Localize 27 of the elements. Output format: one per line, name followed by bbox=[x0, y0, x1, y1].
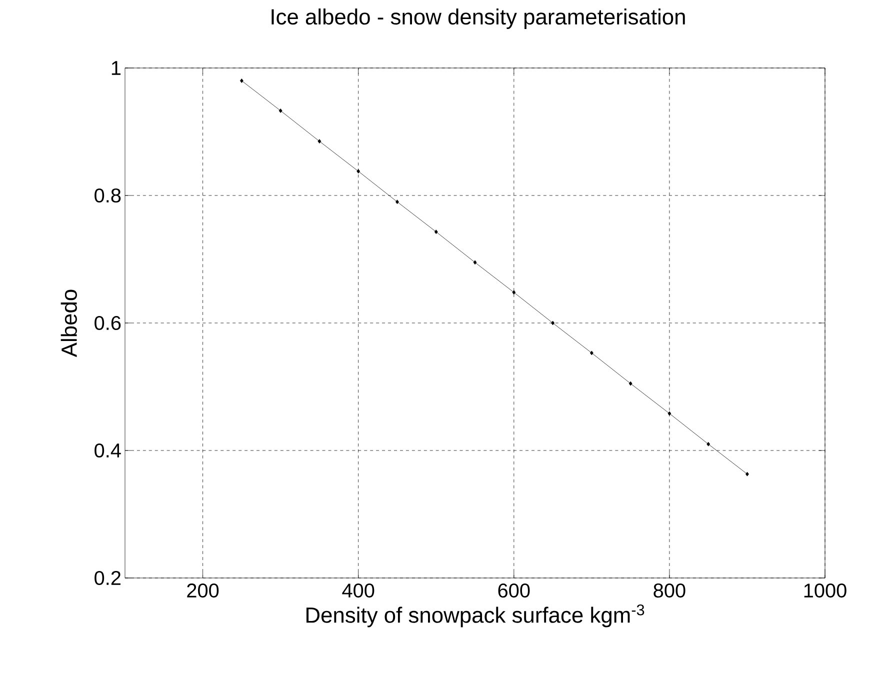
point bbox=[512, 290, 516, 295]
point bbox=[628, 381, 632, 386]
y-tick-label: 0.8 bbox=[94, 188, 121, 203]
point bbox=[668, 411, 672, 416]
x-tick-label: 1000 bbox=[804, 584, 846, 598]
point bbox=[434, 230, 438, 234]
point bbox=[706, 442, 710, 446]
y-tick-label: 0.2 bbox=[94, 570, 120, 586]
y-tick-label: 1 bbox=[112, 61, 121, 75]
y-axis-title: Albedo bbox=[60, 290, 77, 358]
point bbox=[746, 472, 749, 476]
x-tick-label: 800 bbox=[654, 584, 686, 598]
chart-title: Ice albedo - snow density parameterisation bbox=[272, 8, 685, 29]
y-tick-label: 0.6 bbox=[94, 316, 121, 330]
point bbox=[551, 320, 554, 326]
y-tick-label: 0.4 bbox=[94, 443, 121, 458]
point bbox=[278, 108, 282, 113]
x-tick-label: 600 bbox=[498, 584, 530, 598]
point bbox=[356, 169, 360, 174]
point bbox=[396, 200, 399, 204]
x-tick-label: 200 bbox=[187, 584, 219, 598]
x-axis-title: Density of snowpack surface kgm$^{-3}$ bbox=[306, 604, 644, 628]
point bbox=[473, 260, 477, 265]
point bbox=[240, 78, 244, 83]
point bbox=[318, 139, 322, 144]
x-tick-label: 400 bbox=[342, 584, 374, 598]
point bbox=[590, 350, 594, 356]
